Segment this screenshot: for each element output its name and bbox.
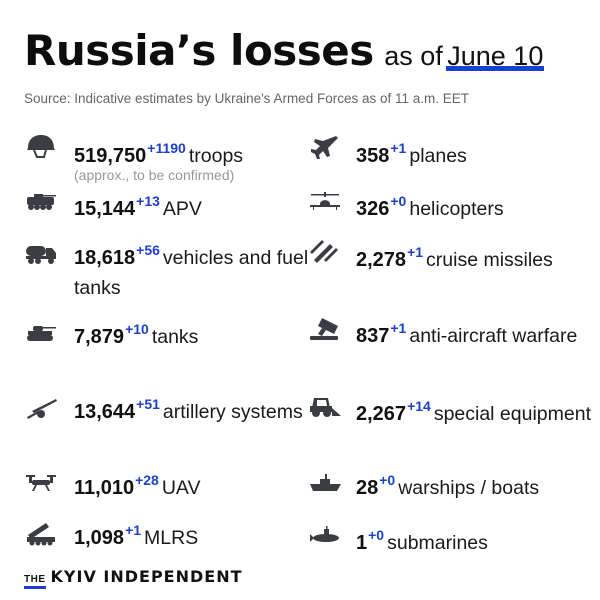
stat-planes: 358+1 planes	[356, 140, 467, 167]
stat-troops: 519,750+1190 troops (approx., to be confi…	[74, 133, 344, 183]
tank-icon	[24, 320, 58, 346]
troops-note: (approx., to be confirmed)	[74, 167, 235, 183]
logo-brand: KYIV INDEPENDENT	[50, 567, 243, 586]
helmet-icon	[24, 134, 58, 160]
stat-cruise-missiles: 2,278+1 cruise missiles	[356, 244, 553, 271]
stat-anti-aircraft: 837+1 anti-aircraft warfare	[356, 320, 578, 347]
title-suffix: as of	[384, 41, 443, 71]
stat-artillery: 13,644+51 artillery systems	[74, 396, 303, 423]
stat-tanks: 7,879+10 tanks	[74, 321, 199, 348]
plane-icon	[308, 134, 342, 160]
stat-apv: 15,144+13 APV	[74, 193, 202, 220]
page-title: Russia’s losses as of June 10	[24, 26, 543, 75]
stat-mlrs: 1,098+1 MLRS	[74, 522, 199, 549]
stat-vehicles: 18,618+56 vehicles and fuel tanks	[74, 242, 309, 299]
mlrs-icon	[24, 521, 58, 547]
title-date: June 10	[447, 41, 544, 71]
apv-icon	[24, 188, 58, 214]
loader-icon	[308, 394, 342, 420]
source-note: Source: Indicative estimates by Ukraine'…	[24, 91, 470, 106]
stat-special-equipment: 2,267+14 special equipment	[356, 398, 591, 425]
warship-icon	[308, 470, 342, 496]
stat-warships: 28+0 warships / boats	[356, 472, 540, 499]
stat-uav: 11,010+28 UAV	[74, 472, 201, 499]
helicopter-icon	[308, 188, 342, 214]
stat-submarines: 1+0 submarines	[356, 527, 488, 554]
brand-logo: THE KYIV INDEPENDENT	[24, 567, 243, 589]
fuel-truck-icon	[24, 241, 58, 267]
drone-icon	[24, 470, 58, 496]
submarine-icon	[308, 522, 342, 548]
anti-aircraft-icon	[308, 316, 342, 342]
stat-helicopters: 326+0 helicopters	[356, 193, 504, 220]
logo-the: THE	[24, 574, 46, 589]
artillery-icon	[24, 395, 58, 421]
title-main: Russia’s losses	[24, 26, 374, 75]
missiles-icon	[308, 238, 342, 264]
